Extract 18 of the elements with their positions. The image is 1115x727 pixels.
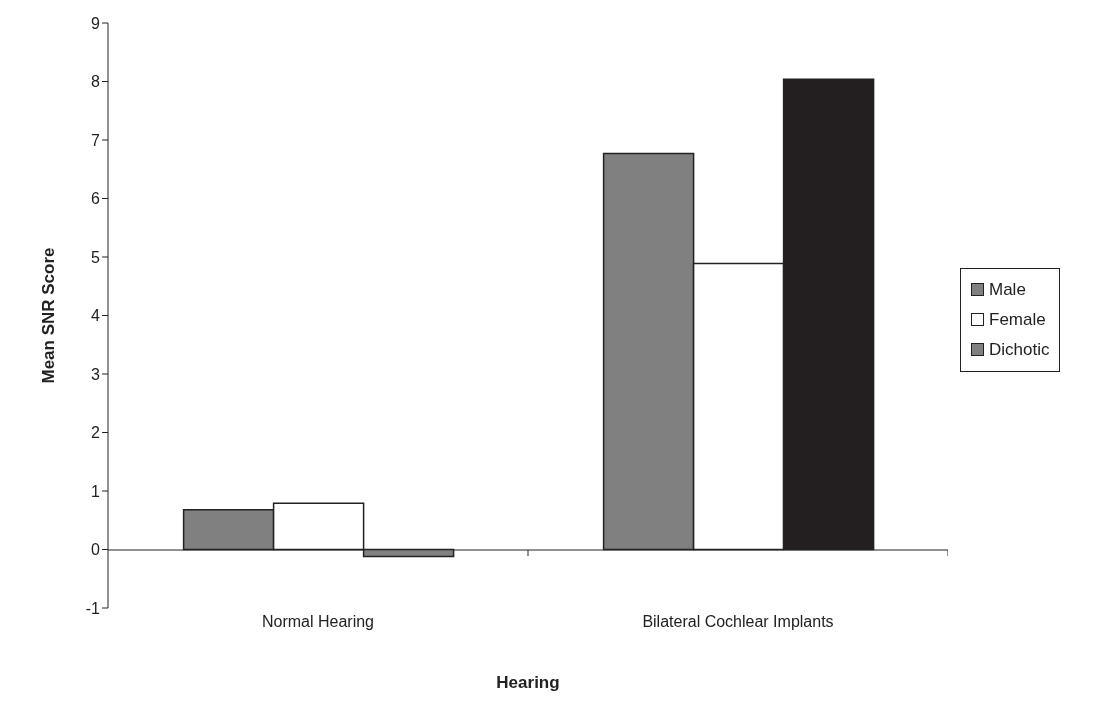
y-tick-label: 4 xyxy=(91,307,101,325)
y-tick-label: -1 xyxy=(85,599,101,617)
y-tick-label: 5 xyxy=(91,248,101,266)
y-tick-label: 2 xyxy=(91,424,101,442)
y-tick-label: 7 xyxy=(91,131,101,149)
y-tick-label: 1 xyxy=(91,482,101,500)
legend-label: Male xyxy=(989,278,1026,301)
y-tick-label: 3 xyxy=(91,365,101,383)
x-axis-title: Hearing xyxy=(496,673,560,692)
y-axis-title: Mean SNR Score xyxy=(39,247,59,384)
x-tick-label: Bilateral Cochlear Implants xyxy=(642,613,834,631)
y-tick-label: 0 xyxy=(91,541,101,559)
y-tick-label: 9 xyxy=(91,14,101,32)
legend-label: Dichotic xyxy=(989,338,1050,361)
y-tick-label: 6 xyxy=(91,190,101,208)
legend-label: Female xyxy=(989,308,1046,331)
x-tick-label: Normal Hearing xyxy=(261,613,375,631)
y-tick-label: 8 xyxy=(91,73,101,91)
